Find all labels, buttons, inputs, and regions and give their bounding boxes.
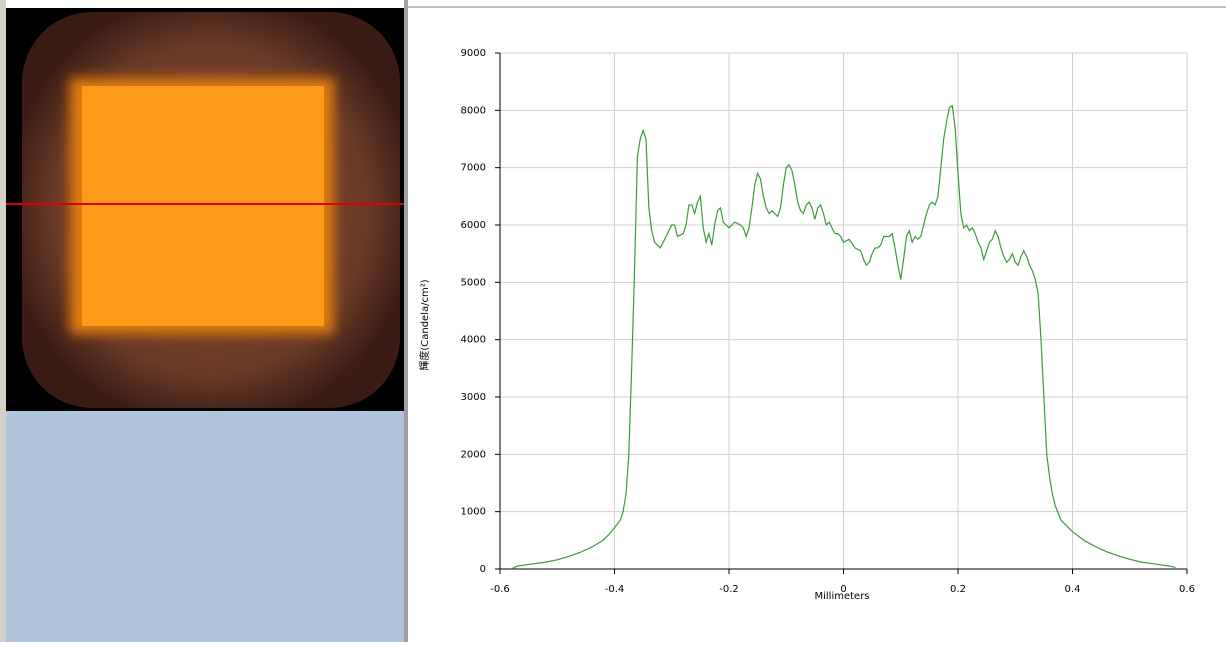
x-tick-label: 0: [840, 584, 846, 595]
x-axis-label: Millimeters: [814, 591, 869, 602]
x-tick-label: 0.4: [1065, 584, 1081, 595]
y-tick-label: 9000: [461, 48, 486, 59]
y-tick-label: 7000: [461, 163, 486, 174]
x-tick-label: 0.2: [950, 584, 966, 595]
y-tick-label: 4000: [461, 335, 486, 346]
y-tick-label: 1000: [461, 507, 486, 518]
y-tick-label: 6000: [461, 220, 486, 231]
image-square: [82, 86, 324, 326]
y-tick-label: 0: [480, 564, 486, 575]
splitter[interactable]: [404, 0, 408, 642]
left-border: [0, 0, 6, 642]
y-tick-label: 3000: [461, 392, 486, 403]
x-tick-label: 0.6: [1179, 584, 1195, 595]
y-axis-label: 輝度(Candela/cm²): [418, 279, 431, 370]
x-tick-label: -0.2: [719, 584, 739, 595]
y-tick-label: 8000: [461, 105, 486, 116]
y-tick-label: 5000: [461, 277, 486, 288]
x-tick-label: -0.6: [490, 584, 510, 595]
x-tick-label: -0.4: [605, 584, 625, 595]
y-tick-label: 2000: [461, 449, 486, 460]
chart: Millimeters 輝度(Candela/cm²) 0 1000 2000 300…: [418, 48, 1195, 602]
empty-panel: [6, 411, 404, 642]
data-line: [511, 104, 1176, 570]
